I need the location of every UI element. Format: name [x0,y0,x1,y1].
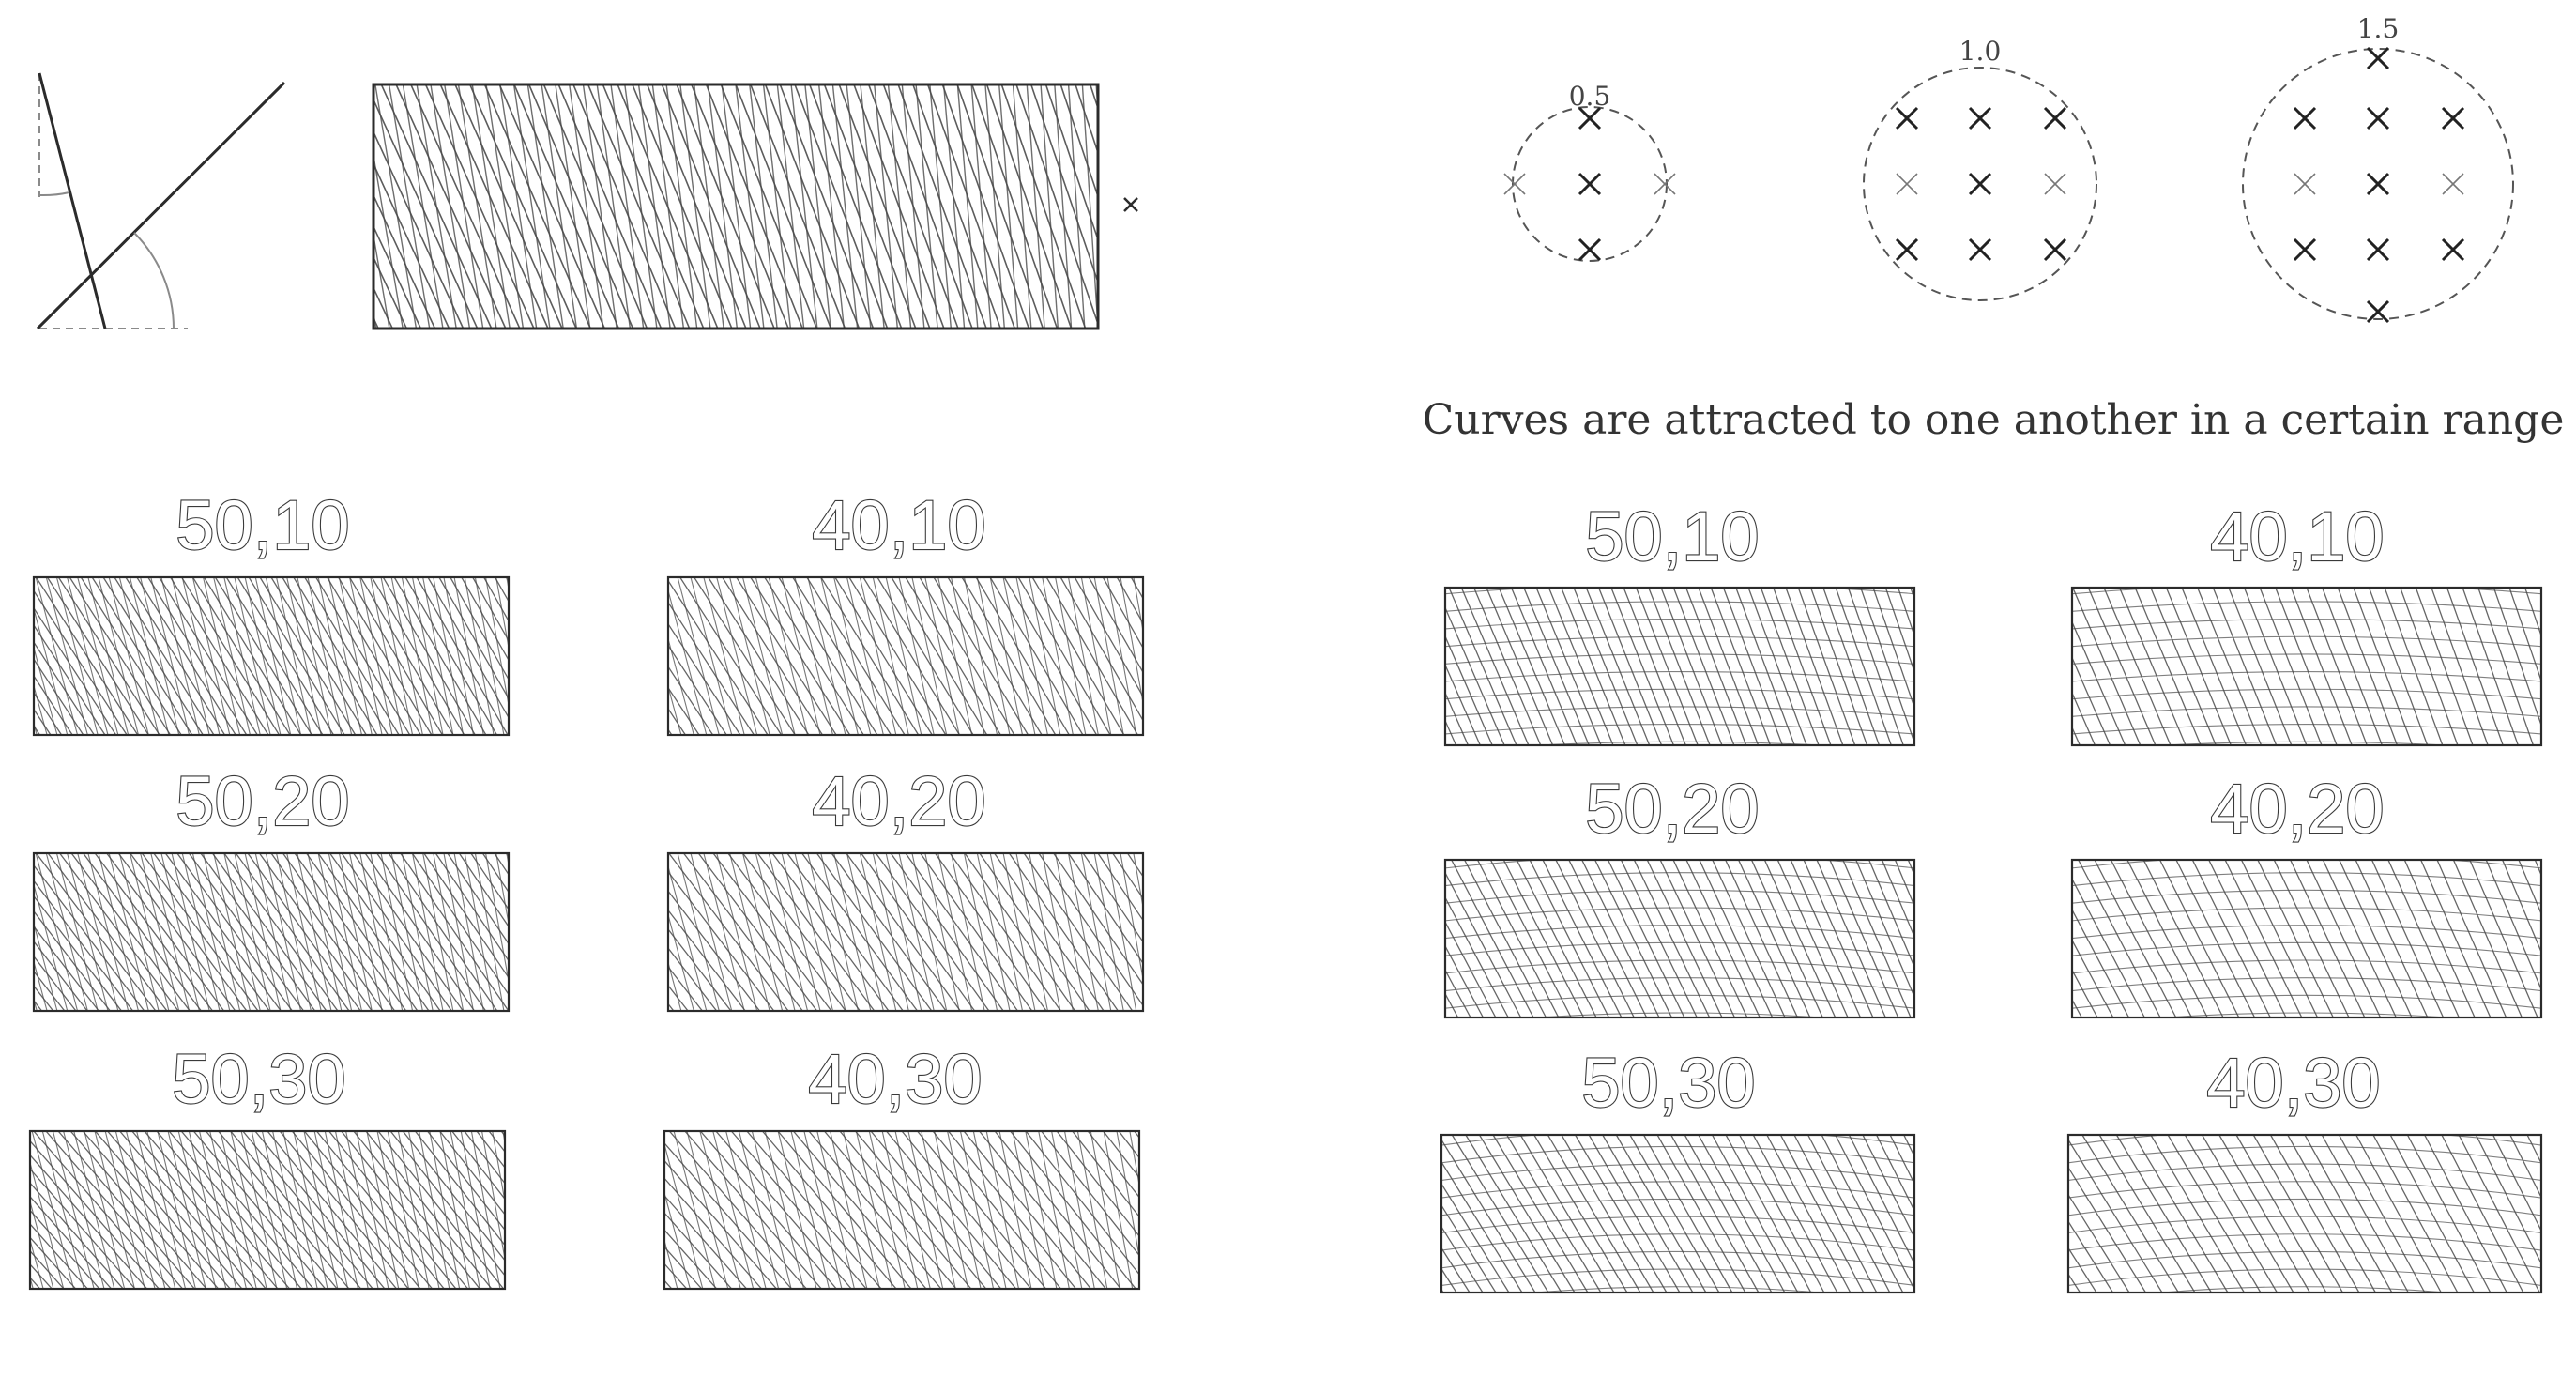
angle-diagram [36,72,286,330]
radius-label: 0.5 [1569,81,1611,112]
radius-label: 1.5 [2357,13,2400,44]
hatch-panel-left [663,1129,1141,1291]
radius-circle-0-5: 0.5 [1503,81,1676,262]
hatch-panel-right [2070,858,2543,1019]
hatch-panel-left [28,1129,507,1291]
small-cross-marker [1123,197,1138,212]
panel-label: 40,20 [812,762,985,840]
hatch-panel-right [1443,586,1916,747]
panel-label: 40,10 [2210,497,2384,575]
caption: Curves are attracted to one another in a… [1423,396,2565,444]
radius-circle-group: 0.5 1.0 1.5 [1503,13,2514,324]
hatch-panel-left [32,575,511,737]
radius-circle-1-0: 1.0 [1863,36,2097,301]
right-panels [1440,586,2543,1294]
hatch-panel-right [1443,858,1916,1019]
right-panel-labels: 50,10 40,10 50,20 40,20 50,30 40,30 [1580,497,2385,1123]
panel-label: 50,10 [1585,497,1759,575]
hatch-panel-left [32,851,511,1013]
radius-label: 1.0 [1959,36,2002,67]
panel-label: 40,10 [812,486,985,564]
hatch-panel-left [666,851,1145,1013]
steep-line [38,72,107,329]
hatch-panel-right [1440,1133,1916,1294]
panel-label: 50,30 [172,1040,345,1118]
main-hatch-panel [372,83,1138,330]
panel-label: 40,30 [2206,1044,2380,1122]
panel-label: 50,20 [1585,770,1759,848]
left-panel-labels: 50,10 40,10 50,20 40,20 50,30 40,30 [171,485,986,1119]
panel-label: 40,30 [808,1040,982,1118]
hatch-panel-right [2066,1133,2543,1294]
left-panels [28,575,1145,1291]
radius-circle-1-5: 1.5 [2242,13,2514,324]
hatch-panel-right [2070,586,2543,747]
panel-label: 40,20 [2210,770,2384,848]
hatch-panel-left [666,575,1145,737]
panel-label: 50,20 [175,762,349,840]
panel-label: 50,30 [1581,1044,1755,1122]
diagonal-line [36,81,286,330]
angle-arc [133,232,175,329]
panel-label: 50,10 [175,486,349,564]
small-angle-arc [38,191,70,197]
